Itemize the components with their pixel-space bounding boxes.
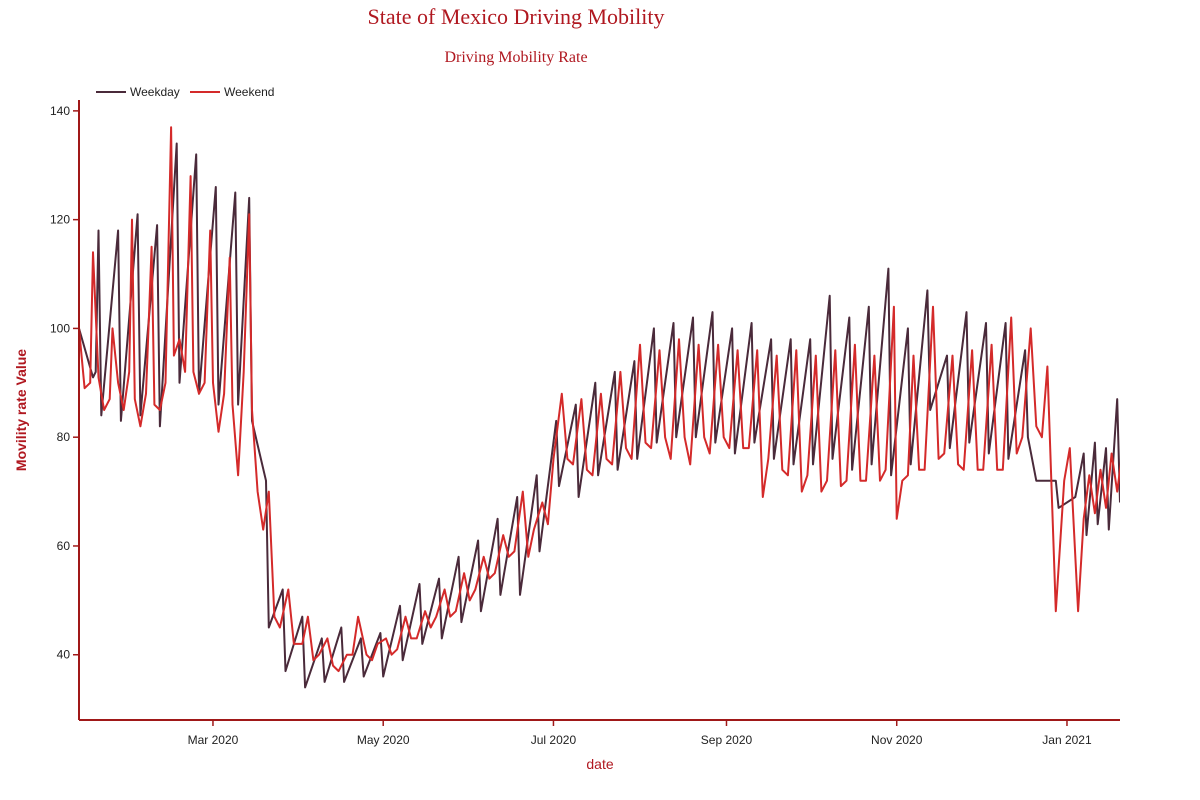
series-line-weekend <box>79 126 1120 673</box>
x-tick-label: Jul 2020 <box>531 733 577 747</box>
x-tick-label: May 2020 <box>357 733 410 747</box>
chart-title: State of Mexico Driving Mobility <box>368 4 665 29</box>
series-line-weekday <box>79 142 1120 689</box>
x-tick-label: Jan 2021 <box>1042 733 1092 747</box>
y-axis-title: Movility rate Value <box>13 349 29 471</box>
series-layer <box>79 126 1120 689</box>
x-tick-label: Mar 2020 <box>188 733 239 747</box>
legend-label-weekday: Weekday <box>130 85 180 99</box>
legend-label-weekend: Weekend <box>224 85 274 99</box>
x-axis-title: date <box>586 756 613 772</box>
y-tick-label: 60 <box>57 539 71 553</box>
plot-area: 40 60 80 100 120 140 Mar 2020 May 2020 Jul 2020… <box>50 100 1120 747</box>
y-tick-label: 100 <box>50 321 70 335</box>
x-axis-ticks: Mar 2020 May 2020 Jul 2020 Sep 2020 Nov 2020… <box>188 720 1092 747</box>
x-tick-label: Nov 2020 <box>871 733 923 747</box>
x-tick-label: Sep 2020 <box>701 733 753 747</box>
y-axis-ticks: 40 60 80 100 120 140 <box>50 104 79 662</box>
y-tick-label: 80 <box>57 430 71 444</box>
y-tick-label: 140 <box>50 104 70 118</box>
y-tick-label: 40 <box>57 648 71 662</box>
y-tick-label: 120 <box>50 213 70 227</box>
chart-subtitle: Driving Mobility Rate <box>444 49 587 66</box>
legend: Weekday Weekend <box>96 85 274 99</box>
